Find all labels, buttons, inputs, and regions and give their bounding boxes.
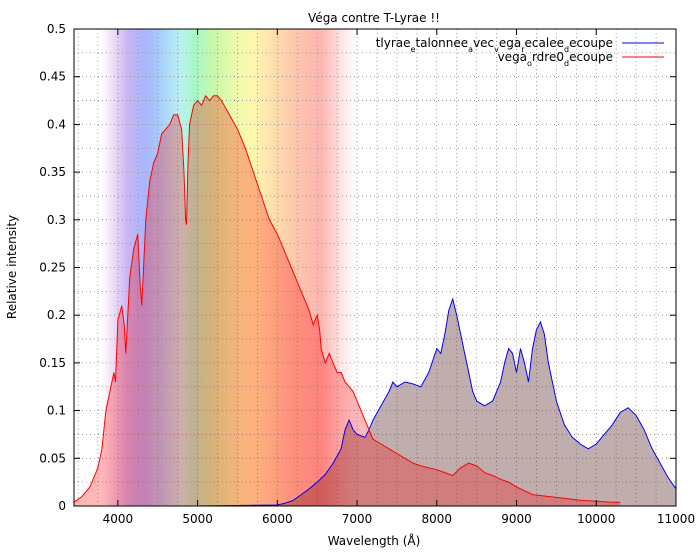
x-axis-label: Wavelength (Å) [328, 533, 421, 548]
legend-label-part: d [564, 45, 569, 54]
legend-label-part: e [411, 45, 416, 54]
y-tick-label: 0.3 [47, 213, 66, 227]
legend-label-part: rdre0 [532, 50, 564, 64]
series-lines [73, 94, 677, 507]
y-tick-label: 0 [58, 499, 66, 513]
grid [74, 29, 676, 506]
y-tick-label: 0.35 [39, 165, 66, 179]
legend-label-part: vega [498, 50, 527, 64]
series-area-2 [74, 95, 621, 507]
series-areas [74, 95, 676, 507]
x-tick-label: 8000 [422, 512, 453, 526]
legend-label-part: ecalee [525, 36, 564, 50]
legend-label-part: tlyrae [376, 36, 411, 50]
x-tick-label: 9000 [501, 512, 532, 526]
chart-title: Véga contre T-Lyrae !! [308, 11, 440, 25]
x-tick-label: 6000 [262, 512, 293, 526]
series-line-1 [74, 297, 677, 507]
axis-ticks: 4000 5000 6000 7000 8000 9000 10000 11000 0 0.05 0… [39, 22, 695, 526]
x-tick-label: 11000 [657, 512, 695, 526]
series-area-1 [74, 299, 676, 506]
x-tick-label: 4000 [103, 512, 134, 526]
legend-label-part: talonnee [415, 36, 468, 50]
legend: tlyraeetalonneeavecvegarecaleedecoupeveg… [376, 36, 664, 68]
legend-label-part: a [468, 45, 473, 54]
y-tick-label: 0.05 [39, 451, 66, 465]
legend-label-part: o [527, 59, 532, 68]
y-tick-label: 0.1 [47, 404, 66, 418]
legend-label-part: ega [499, 36, 521, 50]
legend-label-part: ecoupe [569, 36, 613, 50]
y-tick-label: 0.2 [47, 308, 66, 322]
legend-label-part: d [564, 59, 569, 68]
x-tick-label: 7000 [342, 512, 373, 526]
legend-label-part: r [521, 45, 525, 54]
x-tick-label: 10000 [577, 512, 615, 526]
legend-label-part: v [494, 45, 499, 54]
series-line-2 [73, 94, 621, 503]
y-axis-label: Relative intensity [5, 215, 19, 319]
legend-label-1: tlyraeetalonneeavecvegarecaleedecoupe [376, 36, 613, 54]
y-tick-label: 0.25 [39, 261, 66, 275]
y-tick-label: 0.5 [47, 22, 66, 36]
x-tick-label: 5000 [182, 512, 213, 526]
y-tick-label: 0.45 [39, 70, 66, 84]
legend-label-part: vec [473, 36, 494, 50]
y-tick-label: 0.4 [47, 117, 66, 131]
y-tick-label: 0.15 [39, 356, 66, 370]
legend-label-part: ecoupe [569, 50, 613, 64]
legend-label-2: vegaordre0decoupe [498, 50, 613, 68]
